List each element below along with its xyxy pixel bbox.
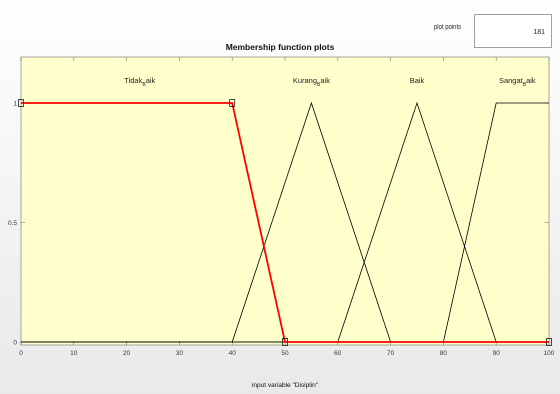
mf-line-tidak-baik[interactable] bbox=[21, 102, 549, 343]
y-tick-label: 1 bbox=[13, 101, 17, 108]
mf-line-sangat-baik[interactable] bbox=[21, 102, 549, 343]
plot-points-label: plot points bbox=[434, 24, 462, 31]
x-tick-label: 80 bbox=[440, 350, 448, 357]
membership-function-lines[interactable] bbox=[18, 99, 552, 346]
y-tick-label: 0.5 bbox=[8, 220, 17, 227]
membership-function-labels: TidakBaik KurangBaik Baik SangatBaik bbox=[124, 76, 536, 88]
y-tick-label: 0 bbox=[13, 340, 17, 347]
mf-label-tidak-baik: TidakBaik bbox=[124, 76, 155, 88]
mf-label-kurang-baik: KurangBaik bbox=[293, 76, 330, 88]
plot-points-input[interactable]: 181 bbox=[474, 14, 552, 48]
mf-vertex-handle[interactable] bbox=[18, 99, 24, 107]
x-axis-label: input variable "Disiplin" bbox=[252, 382, 319, 389]
x-tick-label: 40 bbox=[229, 350, 237, 357]
x-tick-label: 70 bbox=[387, 350, 395, 357]
plot-points-value: 181 bbox=[533, 29, 545, 36]
mf-vertex-handle[interactable] bbox=[546, 338, 552, 346]
mf-vertex-handle[interactable] bbox=[282, 338, 288, 346]
mf-label-sangat-baik: SangatBaik bbox=[499, 76, 536, 88]
x-tick-label: 10 bbox=[70, 350, 78, 357]
x-tick-label: 90 bbox=[493, 350, 501, 357]
x-tick-label: 50 bbox=[281, 350, 289, 357]
x-tick-label: 20 bbox=[123, 350, 131, 357]
chart-title: Membership function plots bbox=[226, 42, 335, 52]
plot-area[interactable] bbox=[20, 56, 550, 346]
x-tick-label: 0 bbox=[19, 350, 23, 357]
x-axis: 0 10 20 30 40 50 60 70 80 90 100 bbox=[19, 57, 555, 357]
mf-vertex-handle[interactable] bbox=[229, 99, 236, 107]
mf-label-baik: Baik bbox=[410, 76, 425, 85]
x-tick-label: 100 bbox=[544, 350, 555, 357]
x-tick-label: 60 bbox=[334, 350, 342, 357]
x-tick-label: 30 bbox=[176, 350, 184, 357]
